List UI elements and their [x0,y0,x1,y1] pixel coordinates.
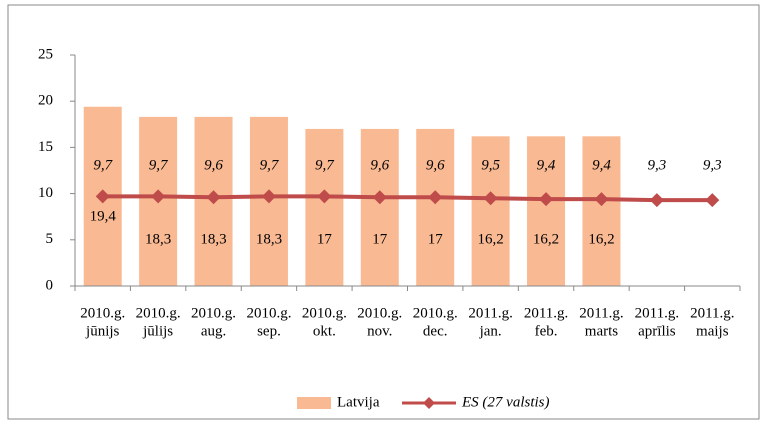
bar-value-label: 18,3 [256,231,282,247]
x-tick-label: 2010.g. [136,305,181,321]
x-tick-label: jūlijs [142,323,173,339]
bar-value-label: 16,2 [478,231,504,247]
line-marker [594,192,609,207]
line-marker [151,189,166,204]
x-tick-label: feb. [535,323,558,339]
bar [416,128,455,286]
bar [360,128,399,286]
line-marker [649,193,664,208]
legend-swatch [297,397,331,409]
line-value-label: 9,6 [426,157,445,173]
y-tick-label: 0 [46,277,54,293]
line-marker [372,190,387,205]
line-marker [95,189,110,204]
line-marker [705,193,720,208]
line [102,194,713,203]
line-value-label: 9,7 [149,157,169,173]
line-value-label: 9,3 [703,157,722,173]
bar [527,136,566,286]
y-tick-label: 5 [46,231,54,247]
bar-value-label: 18,3 [200,231,226,247]
x-tick-label: 2010.g. [246,305,291,321]
line-value-label: 9,4 [592,157,611,173]
y-tick-label: 25 [38,46,53,62]
line-value-label: 9,6 [204,157,223,173]
bar-value-label: 17 [317,231,333,247]
x-tick-label: okt. [313,323,336,339]
x-tick-label: dec. [423,323,448,339]
x-tick-label: 2011.g. [690,305,734,321]
x-tick-label: 2011.g. [468,305,512,321]
line-marker [539,192,554,207]
x-tick-label: 2010.g. [357,305,402,321]
bar-value-label: 18,3 [145,231,171,247]
bar-value-label: 16,2 [533,231,559,247]
line-marker [317,189,332,204]
y-tick-label: 15 [38,139,53,155]
x-tick-label: 2010.g. [80,305,125,321]
bar-value-label: 19,4 [90,208,117,224]
line-marker [483,191,498,206]
line-value-label: 9,7 [260,157,280,173]
line-value-label: 9,5 [481,157,500,173]
legend-label: ES (27 valstis) [461,394,550,410]
x-tick-label: jan. [479,323,502,339]
line-marker [428,190,443,205]
line-value-label: 9,3 [648,157,667,173]
x-tick-label: aprīlis [638,323,676,339]
y-tick-label: 20 [38,93,53,109]
x-tick-label: 2011.g. [524,305,568,321]
bar [471,136,510,286]
line-marker [206,190,221,205]
x-tick-label: marts [585,323,618,339]
x-tick-label: 2011.g. [635,305,679,321]
bar [582,136,621,286]
x-tick-label: 2011.g. [579,305,623,321]
line-value-label: 9,4 [537,157,556,173]
y-tick-label: 10 [38,185,53,201]
legend-label: Latvija [337,394,380,410]
line-value-label: 9,7 [315,157,335,173]
x-tick-label: aug. [201,323,226,339]
x-tick-label: 2010.g. [191,305,236,321]
line-marker [261,189,276,204]
bar-value-label: 17 [428,231,444,247]
x-tick-label: nov. [367,323,392,339]
bar-value-label: 17 [372,231,388,247]
x-tick-label: sep. [257,323,281,339]
line-value-label: 9,7 [93,157,113,173]
legend-marker [423,397,435,409]
x-tick-label: jūnijs [85,323,120,339]
line-value-label: 9,6 [370,157,389,173]
x-tick-label: 2010.g. [413,305,458,321]
bar [305,128,344,286]
x-tick-label: maijs [696,323,729,339]
x-tick-label: 2010.g. [302,305,347,321]
bar-value-label: 16,2 [588,231,614,247]
